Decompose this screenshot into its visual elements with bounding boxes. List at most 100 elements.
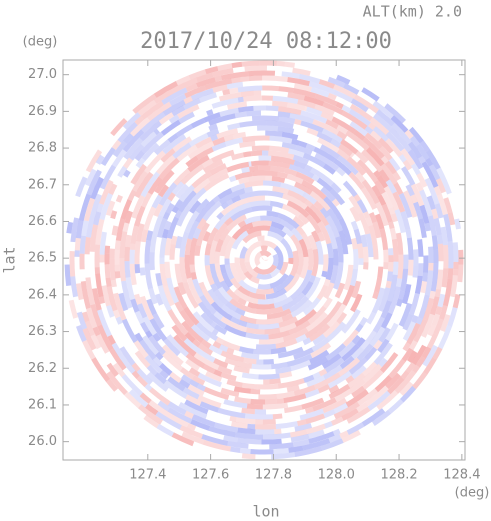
y-tick-label: 26.7: [28, 177, 57, 192]
echo-cell: [269, 378, 281, 385]
echo-cell: [220, 316, 247, 333]
echo-cell: [158, 157, 180, 180]
echo-cell: [208, 113, 236, 126]
echo-cell: [144, 355, 163, 374]
echo-cell: [279, 261, 289, 276]
echo-cell: [438, 261, 443, 270]
echo-cell: [303, 297, 321, 316]
echo-cell: [171, 105, 186, 117]
echo-cell: [380, 312, 393, 329]
echo-cell: [429, 290, 436, 299]
echo-cell: [280, 238, 294, 259]
echo-cell: [437, 194, 448, 216]
echo-cell: [385, 322, 399, 342]
echo-cell: [111, 342, 130, 367]
echo-cell: [396, 136, 412, 153]
echo-cell: [320, 111, 334, 121]
echo-cell: [418, 294, 430, 320]
echo-cell: [343, 83, 360, 95]
echo-cell: [209, 163, 227, 176]
echo-cell: [190, 118, 206, 129]
echo-cell: [166, 334, 189, 357]
echo-cell: [411, 315, 419, 324]
echo-cell: [122, 112, 141, 130]
echo-cell: [307, 234, 318, 250]
echo-cell: [214, 422, 239, 433]
echo-cell: [286, 353, 313, 367]
echo-cell: [325, 119, 339, 130]
echo-cell: [355, 337, 366, 348]
echo-cell: [125, 234, 132, 248]
echo-cell: [338, 357, 361, 377]
echo-cell: [237, 220, 247, 229]
echo-cell: [249, 200, 271, 208]
echo-cell: [241, 407, 255, 415]
echo-cell: [361, 408, 386, 427]
echo-cell: [184, 331, 196, 343]
echo-cell: [369, 326, 386, 347]
echo-cell: [128, 389, 149, 408]
echo-cell: [388, 127, 401, 140]
echo-cell: [300, 269, 313, 289]
echo-cell: [257, 298, 275, 305]
echo-cell: [139, 267, 146, 276]
echo-cell: [220, 198, 247, 216]
echo-cell: [209, 240, 218, 264]
echo-cell: [380, 300, 392, 319]
echo-cell: [402, 159, 413, 171]
echo-cell: [115, 316, 123, 325]
echo-cell: [95, 273, 104, 298]
echo-cell: [294, 118, 302, 126]
echo-cell: [361, 149, 383, 173]
echo-cell: [397, 254, 404, 279]
echo-cell: [184, 399, 209, 415]
echo-cell: [435, 178, 446, 194]
echo-cell: [327, 76, 346, 88]
y-tick-label: 26.5: [28, 251, 57, 266]
echo-cell: [413, 201, 421, 212]
echo-cell: [299, 408, 325, 421]
echo-cell: [311, 248, 319, 277]
echo-cell: [79, 253, 85, 270]
echo-cell: [209, 263, 223, 290]
echo-cell: [185, 83, 198, 92]
echo-cell: [297, 419, 307, 426]
echo-cell: [263, 432, 291, 440]
echo-cell: [269, 226, 287, 238]
echo-cell: [278, 86, 294, 93]
echo-cell: [279, 322, 297, 333]
echo-cell: [185, 155, 199, 168]
echo-cell: [175, 183, 189, 199]
echo-cell: [148, 400, 168, 416]
echo-cell: [251, 145, 270, 152]
echo-cell: [187, 384, 205, 397]
echo-cell: [400, 385, 416, 403]
echo-cell: [304, 164, 313, 172]
echo-cell: [316, 177, 333, 192]
echo-cell: [74, 237, 81, 251]
echo-cell: [174, 263, 183, 284]
echo-cell: [173, 286, 188, 310]
echo-cell: [353, 228, 363, 245]
echo-cell: [249, 165, 259, 172]
echo-cell: [213, 358, 229, 369]
x-tick-label: 127.4: [129, 468, 166, 483]
echo-cell: [237, 297, 247, 306]
echo-cell: [419, 257, 424, 264]
echo-cell: [333, 262, 344, 290]
echo-cell: [135, 157, 146, 169]
echo-cell: [222, 89, 231, 96]
echo-cell: [255, 343, 277, 350]
echo-cell: [218, 188, 246, 205]
echo-cell: [374, 213, 385, 230]
echo-cell: [113, 292, 127, 321]
echo-cell: [176, 204, 192, 227]
echo-cell: [229, 298, 257, 314]
echo-cell: [134, 150, 145, 162]
echo-cell: [349, 206, 361, 222]
echo-cell: [299, 256, 309, 279]
echo-cell: [342, 180, 358, 197]
echo-cell: [290, 433, 310, 443]
echo-cell: [145, 403, 159, 416]
echo-cell: [400, 148, 416, 166]
